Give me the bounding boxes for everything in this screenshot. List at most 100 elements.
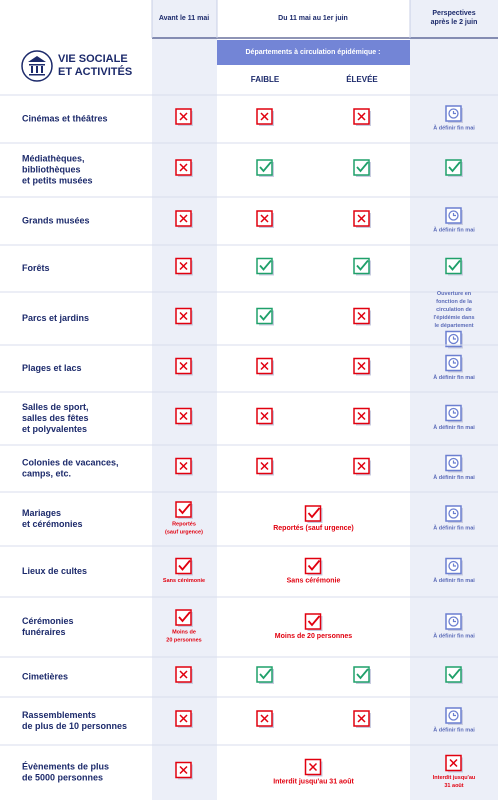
col-header: ÉLEVÉE [346, 75, 378, 84]
icon-clock [448, 108, 459, 119]
icon-x [260, 112, 269, 121]
row-label: et petits musées [22, 175, 93, 185]
row-label: salles des fêtes [22, 413, 89, 423]
icon-check [259, 161, 272, 173]
icon-clock [445, 707, 463, 725]
icon-check [178, 611, 191, 623]
cell-note: circulation de [436, 307, 472, 313]
icon-partial [304, 613, 323, 631]
icon-x [357, 112, 366, 121]
icon-yes [445, 257, 463, 276]
icon-no [175, 761, 193, 780]
icon-x [357, 361, 366, 371]
icon-x [357, 214, 366, 223]
icon-box [175, 557, 192, 575]
icon-yes [445, 666, 463, 684]
icon-clock [448, 333, 459, 345]
icon-box [256, 257, 273, 275]
icon-no [175, 210, 193, 228]
icon-x [260, 411, 269, 421]
icon-box [256, 159, 273, 176]
icon-x [260, 214, 269, 223]
icon-clock [445, 207, 463, 225]
cell-note: Sans cérémonie [163, 578, 205, 584]
icon-check [356, 161, 369, 173]
icon-box [353, 257, 370, 275]
icon-no [353, 307, 371, 326]
cell-note: À définir fin mai [433, 374, 475, 381]
icon-no [175, 159, 193, 177]
icon-x [179, 411, 188, 421]
icon-clock [445, 105, 463, 123]
icon-yes [256, 257, 274, 276]
col-header: Avant le 11 mai [159, 15, 209, 22]
icon-x [260, 361, 269, 371]
icon-check [356, 259, 369, 271]
icon-partial [304, 505, 323, 523]
icon-x [179, 361, 188, 371]
icon-check [448, 161, 461, 173]
icon-check [307, 615, 321, 627]
row-label: Cinémas et théâtres [22, 113, 108, 123]
row-label: Parcs et jardins [22, 313, 89, 323]
icon-no [353, 108, 371, 126]
col-header: FAIBLE [251, 75, 280, 84]
icon-no [256, 457, 274, 476]
icon-hands [452, 111, 456, 115]
cell-note: À définir fin mai [433, 726, 475, 733]
row-label: Forêts [22, 263, 50, 273]
cell-note: À définir fin mai [433, 632, 475, 639]
icon-no [445, 754, 463, 773]
icon-hands [452, 460, 456, 464]
cell-note: Moins de [172, 629, 196, 635]
row-label: de plus de 10 personnes [22, 721, 127, 731]
icon-no [256, 710, 274, 728]
cell-note: Reportés [172, 521, 196, 527]
icon-x [179, 714, 188, 723]
icon-x [179, 461, 188, 471]
icon-partial [175, 557, 193, 576]
cell-note: l'épidémie dans [433, 315, 474, 321]
icon-box [304, 505, 322, 522]
icon-hands [452, 563, 456, 567]
cell-note: 31 août [444, 783, 463, 789]
row-label: Mariages [22, 508, 61, 518]
icon-check [178, 559, 191, 571]
icon-no [175, 108, 193, 126]
cell-note: À définir fin mai [433, 524, 475, 531]
cell-note: À définir fin mai [433, 474, 475, 481]
row-label: Rassemblements [22, 710, 96, 720]
row-label: Grands musées [22, 215, 90, 225]
icon-x [357, 714, 366, 723]
row-label: Cimetières [22, 671, 68, 681]
icon-no [256, 210, 274, 228]
icon-no [256, 357, 274, 376]
section-icon [21, 50, 53, 82]
icon-check [178, 503, 191, 515]
icon-box [445, 666, 462, 683]
icon-hands [452, 511, 456, 515]
row-label: Salles de sport, [22, 402, 89, 412]
icon-x [357, 411, 366, 421]
cell-note: À définir fin mai [433, 124, 475, 131]
icon-box [445, 159, 462, 176]
icon-x [179, 214, 188, 223]
icon-partial [304, 557, 323, 576]
icon-no [175, 357, 193, 376]
row-label: de 5000 personnes [22, 772, 103, 782]
icon-clock [445, 330, 463, 349]
cell-note: Moins de 20 personnes [275, 633, 353, 640]
row-label: Plages et lacs [22, 363, 82, 373]
icon-yes [256, 666, 274, 684]
icon-check [259, 668, 272, 680]
icon-no [353, 457, 371, 476]
icon-partial [175, 609, 193, 627]
icon-no [175, 666, 193, 684]
icon-x [260, 714, 269, 723]
row-label: Évènements de plus [22, 761, 109, 771]
icon-clock [448, 710, 459, 721]
icon-check [307, 507, 321, 519]
icon-clock [448, 508, 459, 519]
icon-clock [445, 404, 463, 423]
section-title: VIE SOCIALE [58, 53, 128, 65]
